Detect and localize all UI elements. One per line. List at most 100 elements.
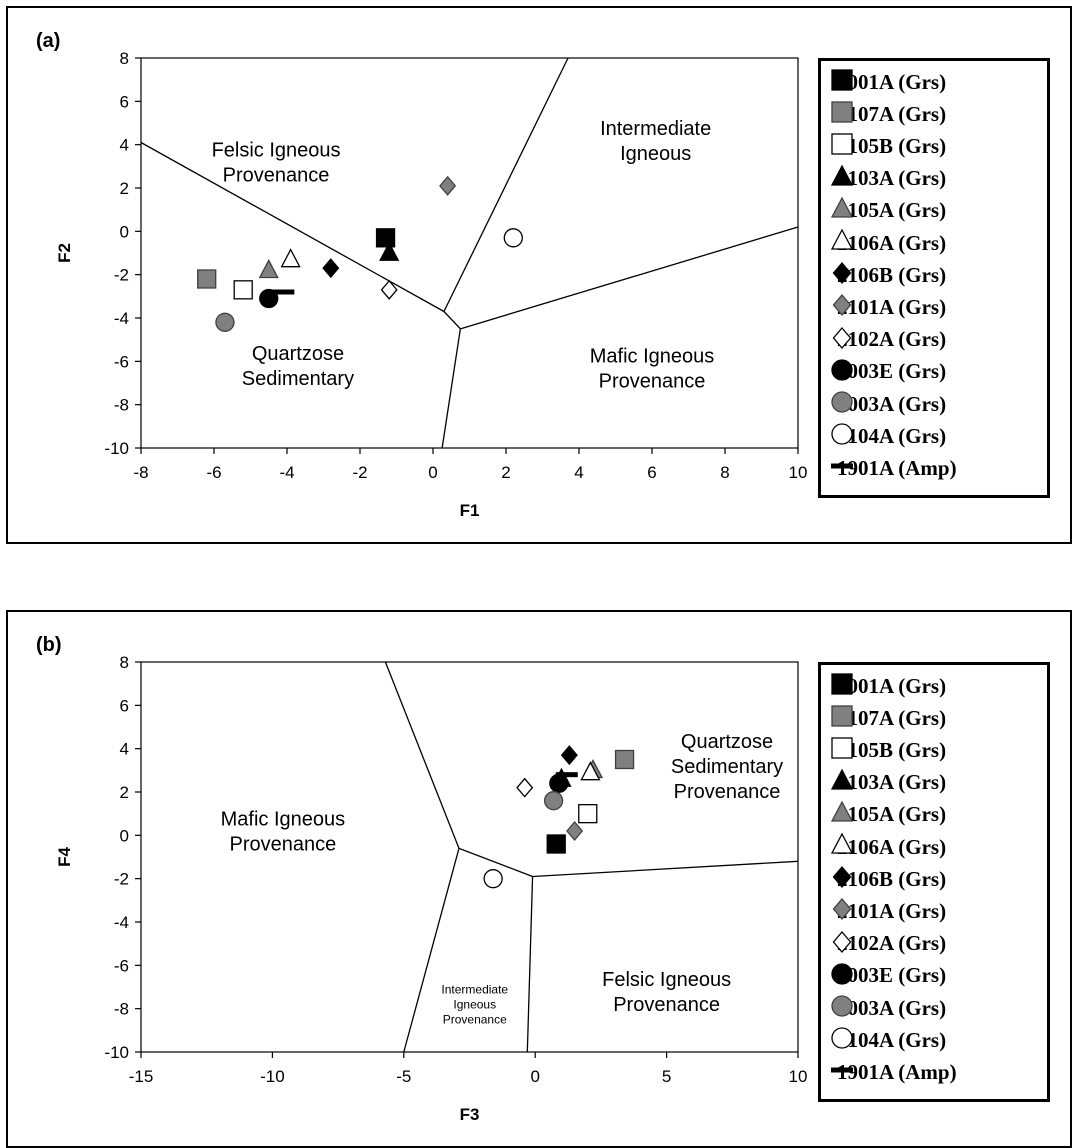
x-tick-label: -8 [133, 463, 148, 482]
x-tick-label: -2 [352, 463, 367, 482]
region-label: Quartzose [681, 731, 773, 753]
legend-item: 2003A (Grs) [829, 389, 946, 419]
x-tick-label: 0 [428, 463, 437, 482]
legend-item: 2106B (Grs) [829, 260, 946, 290]
legend-marker-shape [832, 898, 852, 921]
legend-marker [831, 69, 853, 91]
legend-marker [830, 832, 854, 854]
legend-marker [831, 1027, 853, 1049]
data-point [578, 804, 598, 824]
legend-item: 2003E (Grs) [829, 961, 946, 991]
y-axis-title: F2 [55, 243, 74, 263]
legend-marker [832, 326, 852, 349]
legend-marker [831, 463, 853, 469]
region-label: Mafic Igneous [221, 809, 346, 831]
region-label: Intermediate [600, 118, 711, 140]
region-label: Provenance [599, 370, 706, 392]
region-label: Provenance [613, 994, 720, 1016]
data-point [546, 834, 566, 854]
legend-marker-shape [831, 963, 853, 985]
legend-marker [831, 673, 853, 695]
legend-label: 2104A (Grs) [837, 1027, 947, 1052]
data-point [483, 869, 503, 889]
legend-item: 2105A (Grs) [829, 196, 946, 226]
legend-marker [830, 768, 854, 790]
x-tick-label: -4 [279, 463, 294, 482]
legend-item: 1901A (Amp) [829, 453, 957, 483]
legend-marker-shape [832, 262, 852, 285]
legend-item: 1901A (Amp) [829, 1057, 957, 1087]
x-tick-label: 10 [789, 463, 808, 482]
legend-label: 2103A (Grs) [837, 770, 947, 795]
data-point [280, 248, 301, 268]
legend-marker-shape [830, 228, 854, 250]
data-point [439, 175, 457, 196]
panel-label-b: (b) [36, 634, 62, 656]
region-label: Provenance [443, 1012, 507, 1026]
legend-item: 2102A (Grs) [829, 325, 946, 355]
x-axis-title: F3 [460, 1105, 480, 1124]
legend-label: 2103A (Grs) [837, 166, 947, 191]
legend-marker [830, 196, 854, 218]
legend-marker [831, 423, 853, 445]
legend-label: 2106A (Grs) [837, 230, 947, 255]
legend-marker-shape [830, 164, 854, 186]
x-axis-title: F1 [460, 501, 480, 520]
legend-item: 2001A (Grs) [829, 671, 946, 701]
y-axis-title: F4 [55, 847, 74, 867]
legend-marker-shape [831, 69, 853, 91]
y-tick-label: 0 [120, 826, 129, 845]
x-tick-label: 6 [647, 463, 656, 482]
legend-item: 2106A (Grs) [829, 832, 946, 862]
y-tick-label: 8 [120, 49, 129, 68]
legend-label: 2101A (Grs) [837, 898, 947, 923]
region-label: Intermediate [441, 982, 508, 996]
y-tick-label: -2 [114, 266, 129, 285]
x-tick-label: 0 [530, 1067, 539, 1086]
legend-label: 2001A (Grs) [837, 69, 947, 94]
legend-label: 2106B (Grs) [837, 262, 947, 287]
x-tick-label: 8 [720, 463, 729, 482]
legend-marker-shape [831, 101, 853, 123]
legend-label: 2102A (Grs) [837, 931, 947, 956]
legend-item: 2102A (Grs) [829, 929, 946, 959]
field-boundary-line [443, 311, 461, 330]
legend-item: 2104A (Grs) [829, 1025, 946, 1055]
legend-item: 2104A (Grs) [829, 421, 946, 451]
chart-panel-a: (a) -8 -6 -4 -2 0 2 4 6 8 10 -10 -8 -6 -4 -2 0 2 4 6 8 F1 F2 F… [6, 6, 1072, 544]
y-tick-label: -6 [114, 352, 129, 371]
legend-label: 2001A (Grs) [837, 673, 947, 698]
data-point [555, 772, 578, 778]
x-tick-label: 5 [662, 1067, 671, 1086]
data-point [379, 241, 400, 261]
field-boundary-line [384, 661, 460, 849]
x-tick-label: 4 [574, 463, 583, 482]
legend-label: 2101A (Grs) [837, 294, 947, 319]
legend-marker [830, 800, 854, 822]
legend-b: 2001A (Grs) 2107A (Grs) 2105B (Grs) 2103A (… [818, 662, 1050, 1102]
legend-item: 2106B (Grs) [829, 864, 946, 894]
legend-marker [832, 262, 852, 285]
chart-a-plot: -8 -6 -4 -2 0 2 4 6 8 10-10-8-6-4-202468F1F2Felsi… [55, 49, 808, 520]
y-tick-label: 4 [120, 136, 129, 155]
data-point [580, 761, 601, 781]
region-label: Quartzose [252, 343, 344, 365]
legend-marker [831, 1067, 853, 1073]
legend-label: 2104A (Grs) [837, 423, 947, 448]
legend-marker-shape [831, 463, 853, 469]
legend-item: 2001A (Grs) [829, 67, 946, 97]
legend-marker-shape [830, 832, 854, 854]
legend-marker-shape [831, 1067, 853, 1073]
legend-marker [831, 995, 853, 1017]
x-tick-label: -15 [129, 1067, 154, 1086]
region-label: Sedimentary [242, 368, 354, 390]
legend-marker [831, 133, 853, 156]
legend-marker-shape [831, 1027, 853, 1049]
legend-item: 2101A (Grs) [829, 292, 946, 322]
legend-label: 2003A (Grs) [837, 391, 947, 416]
legend-marker [831, 705, 853, 727]
legend-marker-shape [832, 294, 852, 317]
legend-a: 2001A (Grs) 2107A (Grs) 2105B (Grs) 2103A (… [818, 58, 1050, 498]
legend-marker-shape [831, 673, 853, 695]
